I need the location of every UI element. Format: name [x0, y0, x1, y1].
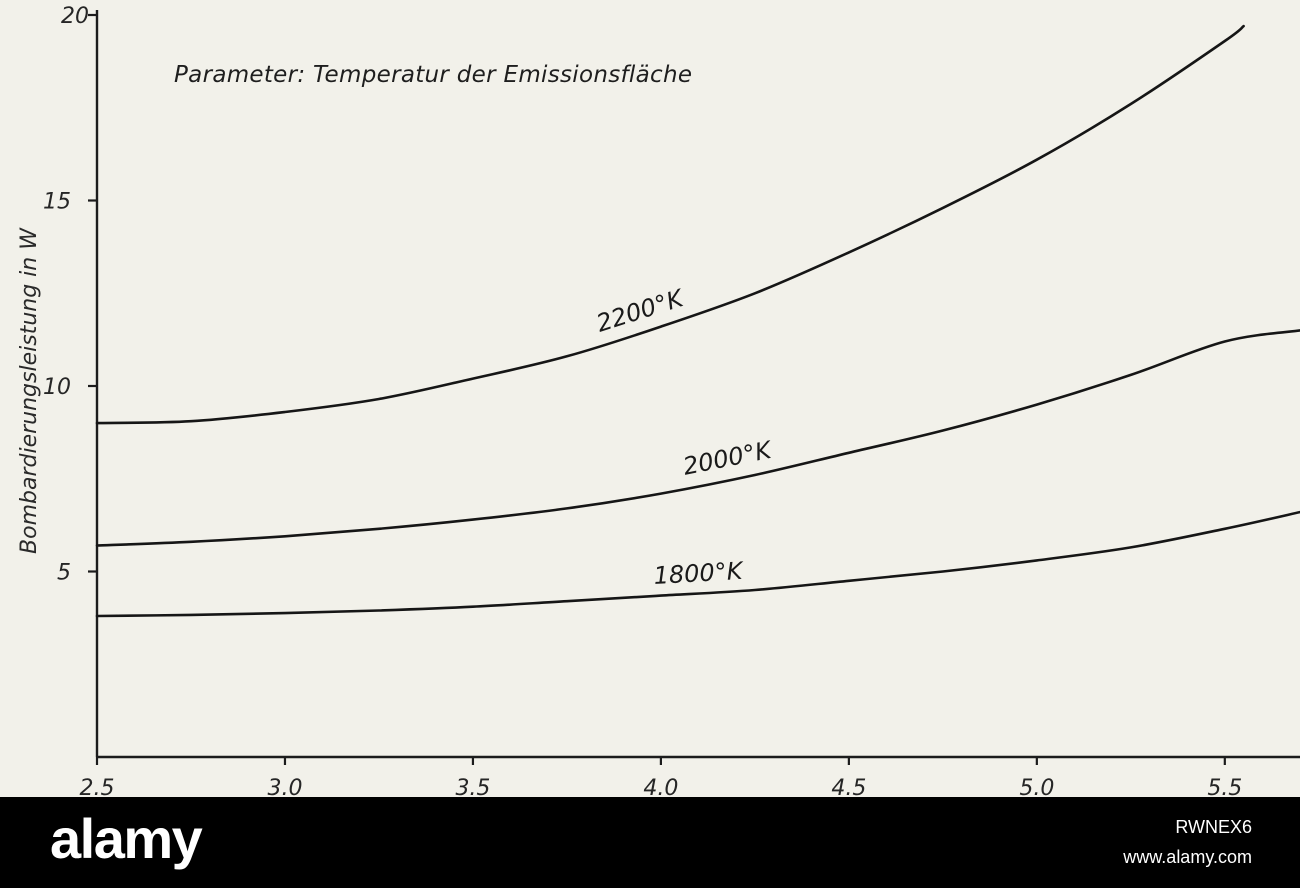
x-tick-label: 2.5 — [80, 776, 115, 797]
series-line — [95, 329, 1300, 547]
series-line — [95, 510, 1300, 618]
series-label: 2200°K — [593, 284, 688, 338]
chart-series — [95, 24, 1300, 618]
alamy-logo: alamy — [50, 807, 203, 870]
x-tick-label: 4.0 — [643, 776, 678, 797]
series-line — [95, 24, 1245, 425]
chart-axes: 2.5 3.0 3.5 4.0 4.5 5.0 5.5 5 10 15 20 Bombardierun… — [17, 4, 1300, 797]
chart-figure: 2.5 3.0 3.5 4.0 4.5 5.0 5.5 5 10 15 20 Bombardierun… — [17, 4, 1300, 797]
x-tick-label: 5.5 — [1207, 776, 1242, 797]
site-url: www.alamy.com — [1123, 847, 1252, 867]
y-tick-label: 10 — [43, 375, 71, 400]
y-tick-label: 20 — [61, 4, 89, 29]
y-axis-label: Bombardierungsleistung in W — [17, 227, 42, 554]
image-id: RWNEX6 — [1175, 817, 1252, 837]
line-chart: 2.5 3.0 3.5 4.0 4.5 5.0 5.5 5 10 15 20 Bombardierun… — [17, 4, 1300, 797]
chart-title: Parameter: Temperatur der Emissionsfläch… — [174, 62, 693, 88]
x-tick-label: 4.5 — [831, 776, 866, 797]
x-tick-label: 5.0 — [1019, 776, 1054, 797]
series-label: 1800°K — [653, 557, 746, 590]
y-tick-label: 15 — [43, 190, 71, 215]
y-tick-label: 5 — [57, 561, 71, 586]
x-tick-label: 3.5 — [455, 776, 490, 797]
x-tick-label: 3.0 — [267, 776, 302, 797]
watermark-footer: alamy RWNEX6 www.alamy.com — [0, 797, 1300, 888]
